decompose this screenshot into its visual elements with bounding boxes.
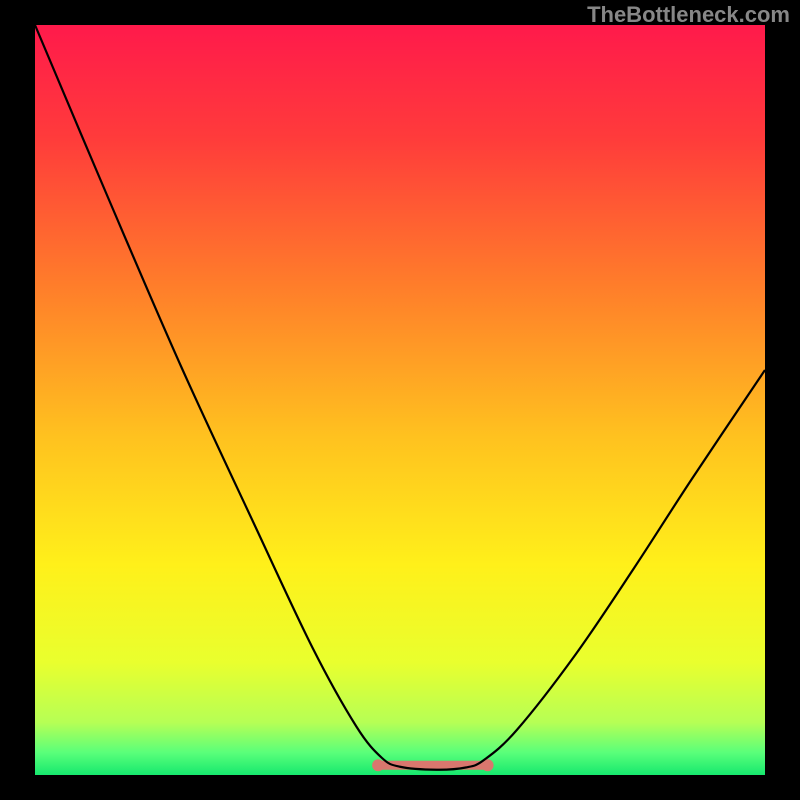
watermark-text: TheBottleneck.com	[587, 2, 790, 28]
bottleneck-end-marker-1	[372, 759, 384, 771]
bottleneck-curve	[35, 25, 765, 770]
chart-frame: TheBottleneck.com	[0, 0, 800, 800]
curve-layer	[0, 0, 800, 800]
